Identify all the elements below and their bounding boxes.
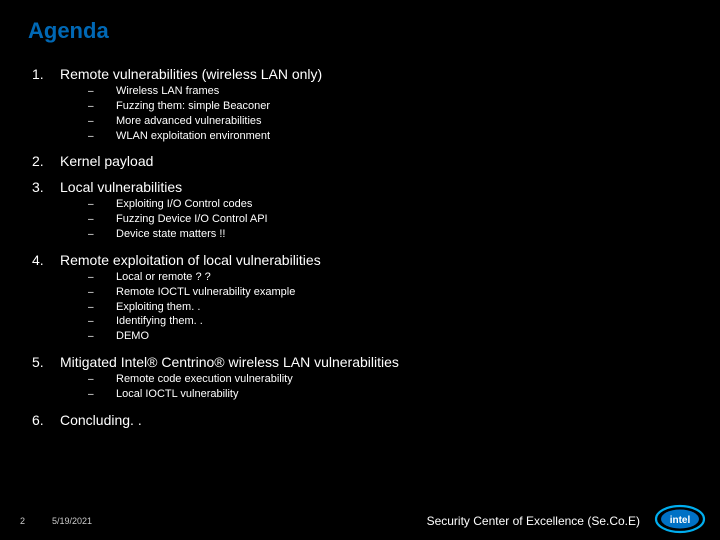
subitem-text: More advanced vulnerabilities — [116, 114, 262, 129]
intel-logo-icon: intel — [654, 504, 706, 534]
dash-icon: – — [88, 198, 116, 212]
dash-icon: – — [88, 286, 116, 300]
agenda-sublist: –Wireless LAN frames –Fuzzing them: simp… — [32, 84, 692, 143]
item-text: Kernel payload — [60, 153, 153, 169]
agenda-item: 1. Remote vulnerabilities (wireless LAN … — [32, 66, 692, 82]
subitem-text: Exploiting I/O Control codes — [116, 197, 252, 212]
page-number: 2 — [20, 516, 25, 526]
agenda-subitem: –Remote code execution vulnerability — [88, 372, 692, 387]
agenda-subitem: –Fuzzing Device I/O Control API — [88, 212, 692, 227]
footer-date: 5/19/2021 — [52, 516, 92, 526]
subitem-text: WLAN exploitation environment — [116, 129, 270, 144]
item-text: Concluding. . — [60, 412, 142, 428]
dash-icon: – — [88, 85, 116, 99]
item-number: 2. — [32, 153, 60, 169]
slide: Agenda 1. Remote vulnerabilities (wirele… — [0, 0, 720, 540]
subitem-text: Exploiting them. . — [116, 300, 200, 315]
agenda-subitem: –Device state matters !! — [88, 227, 692, 242]
slide-footer: 2 5/19/2021 Security Center of Excellenc… — [0, 500, 720, 540]
dash-icon: – — [88, 315, 116, 329]
dash-icon: – — [88, 115, 116, 129]
dash-icon: – — [88, 301, 116, 315]
subitem-text: Fuzzing Device I/O Control API — [116, 212, 268, 227]
agenda-item: 5. Mitigated Intel® Centrino® wireless L… — [32, 354, 692, 370]
dash-icon: – — [88, 213, 116, 227]
agenda-item: 3. Local vulnerabilities — [32, 179, 692, 195]
spacer — [32, 171, 692, 179]
agenda-item: 4. Remote exploitation of local vulnerab… — [32, 252, 692, 268]
dash-icon: – — [88, 330, 116, 344]
dash-icon: – — [88, 100, 116, 114]
slide-title: Agenda — [28, 18, 692, 44]
agenda-sublist: –Exploiting I/O Control codes –Fuzzing D… — [32, 197, 692, 242]
agenda-sublist: –Remote code execution vulnerability –Lo… — [32, 372, 692, 402]
footer-text: Security Center of Excellence (Se.Co.E) — [427, 514, 640, 528]
dash-icon: – — [88, 228, 116, 242]
agenda-subitem: –WLAN exploitation environment — [88, 129, 692, 144]
item-number: 4. — [32, 252, 60, 268]
svg-text:intel: intel — [670, 515, 691, 526]
item-text: Mitigated Intel® Centrino® wireless LAN … — [60, 354, 399, 370]
agenda-subitem: –Local IOCTL vulnerability — [88, 387, 692, 402]
subitem-text: Wireless LAN frames — [116, 84, 219, 99]
subitem-text: Remote code execution vulnerability — [116, 372, 293, 387]
item-text: Remote exploitation of local vulnerabili… — [60, 252, 321, 268]
agenda-subitem: –Remote IOCTL vulnerability example — [88, 285, 692, 300]
dash-icon: – — [88, 388, 116, 402]
agenda-subitem: –Identifying them. . — [88, 314, 692, 329]
subitem-text: Device state matters !! — [116, 227, 225, 242]
item-text: Remote vulnerabilities (wireless LAN onl… — [60, 66, 322, 82]
subitem-text: Identifying them. . — [116, 314, 203, 329]
subitem-text: Local IOCTL vulnerability — [116, 387, 238, 402]
agenda-subitem: –Exploiting I/O Control codes — [88, 197, 692, 212]
agenda-sublist: –Local or remote ? ? –Remote IOCTL vulne… — [32, 270, 692, 344]
subitem-text: DEMO — [116, 329, 149, 344]
agenda-item: 2. Kernel payload — [32, 153, 692, 169]
item-number: 3. — [32, 179, 60, 195]
dash-icon: – — [88, 271, 116, 285]
agenda-subitem: –Local or remote ? ? — [88, 270, 692, 285]
subitem-text: Local or remote ? ? — [116, 270, 211, 285]
dash-icon: – — [88, 373, 116, 387]
agenda-subitem: –More advanced vulnerabilities — [88, 114, 692, 129]
item-number: 5. — [32, 354, 60, 370]
item-number: 1. — [32, 66, 60, 82]
item-text: Local vulnerabilities — [60, 179, 182, 195]
item-number: 6. — [32, 412, 60, 428]
agenda-subitem: –Fuzzing them: simple Beaconer — [88, 99, 692, 114]
subitem-text: Remote IOCTL vulnerability example — [116, 285, 295, 300]
dash-icon: – — [88, 130, 116, 144]
agenda-content: 1. Remote vulnerabilities (wireless LAN … — [28, 66, 692, 428]
agenda-item: 6. Concluding. . — [32, 412, 692, 428]
agenda-subitem: –Exploiting them. . — [88, 300, 692, 315]
agenda-subitem: –Wireless LAN frames — [88, 84, 692, 99]
agenda-subitem: –DEMO — [88, 329, 692, 344]
subitem-text: Fuzzing them: simple Beaconer — [116, 99, 270, 114]
